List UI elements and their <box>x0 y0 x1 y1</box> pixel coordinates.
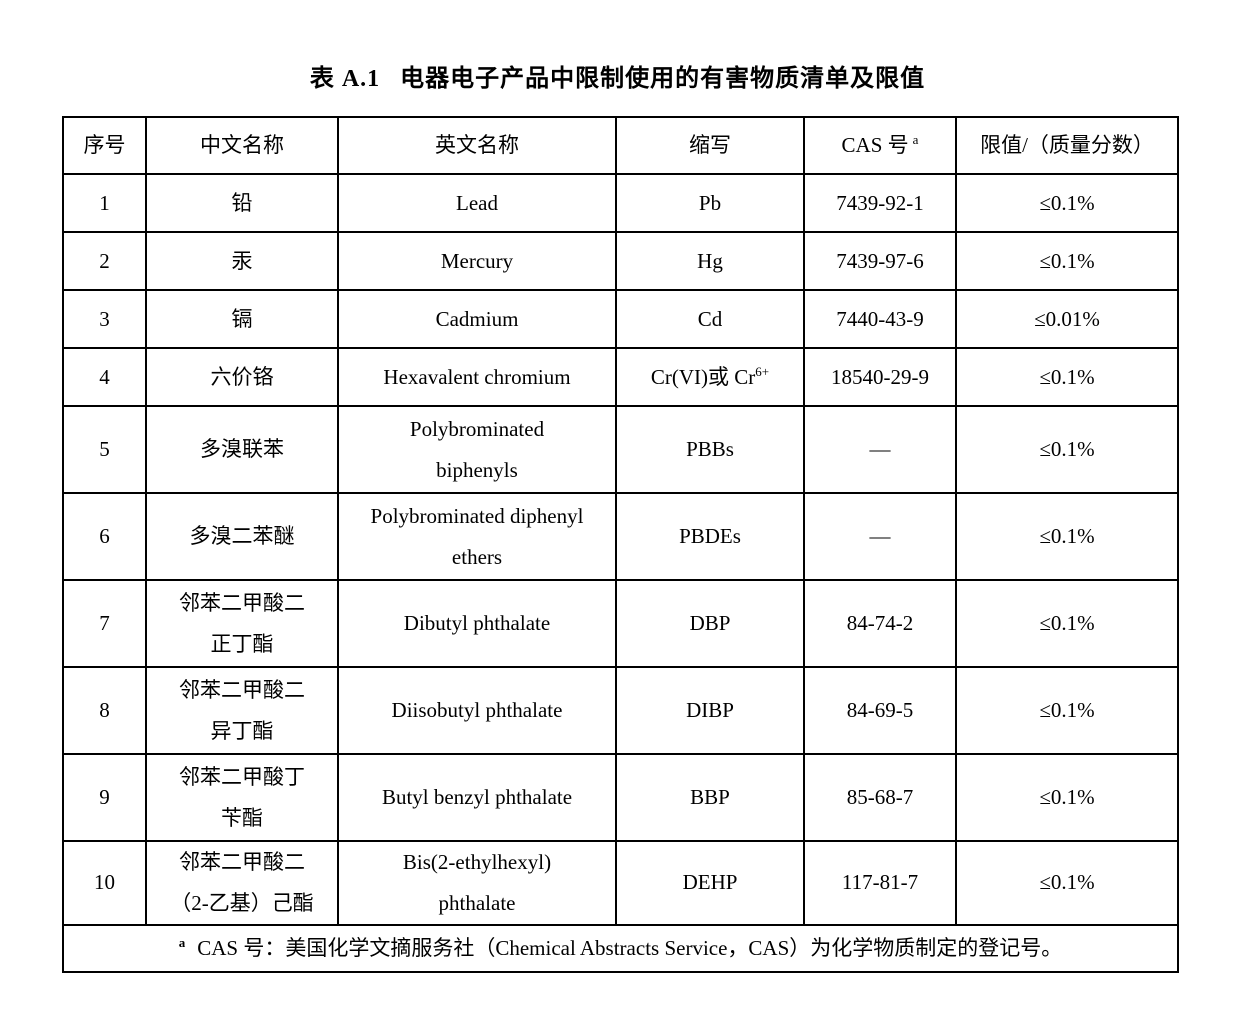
cell-abbreviation: DIBP <box>615 666 805 755</box>
cell-chinese-name: 镉 <box>145 289 339 349</box>
cell-chinese-name: 邻苯二甲酸二 正丁酯 <box>145 579 339 668</box>
cell-chinese-name: 多溴二苯醚 <box>145 492 339 581</box>
cell-chinese-name: 邻苯二甲酸二 （2-乙基）己酯 <box>145 840 339 926</box>
cas-header-footnote-marker: a <box>912 132 919 148</box>
cell-limit: ≤0.1% <box>955 753 1179 842</box>
cell-limit: ≤0.1% <box>955 231 1179 291</box>
cell-cas-number: 7439-92-1 <box>803 173 957 233</box>
table-title: 表 A.1 电器电子产品中限制使用的有害物质清单及限值 <box>0 58 1235 93</box>
cell-limit: ≤0.1% <box>955 492 1179 581</box>
cell-english-name: Diisobutyl phthalate <box>337 666 617 755</box>
abbreviation-text: Cr(VI)或 Cr <box>650 364 756 389</box>
cell-limit: ≤0.1% <box>955 405 1179 494</box>
col-header-english-name: 英文名称 <box>337 116 617 175</box>
abbreviation-text: PBDEs <box>679 524 741 549</box>
cell-cas-number: 7439-97-6 <box>803 231 957 291</box>
table-row: 4 六价铬 Hexavalent chromium Cr(VI)或 Cr6+ 1… <box>62 347 1179 407</box>
cell-no: 8 <box>62 666 147 755</box>
cell-limit: ≤0.1% <box>955 840 1179 926</box>
table-row: 5 多溴联苯 Polybrominated biphenyls PBBs — ≤… <box>62 405 1179 494</box>
cell-limit: ≤0.1% <box>955 173 1179 233</box>
col-header-chinese-name: 中文名称 <box>145 116 339 175</box>
abbreviation-text: BBP <box>690 785 730 810</box>
cell-limit: ≤0.1% <box>955 666 1179 755</box>
abbreviation-superscript: 6+ <box>755 363 770 379</box>
cell-abbreviation: PBDEs <box>615 492 805 581</box>
cell-abbreviation: DEHP <box>615 840 805 926</box>
cell-chinese-name: 汞 <box>145 231 339 291</box>
footnote-row: a CAS 号：美国化学文摘服务社（Chemical Abstracts Serv… <box>62 923 1179 973</box>
cell-chinese-name: 邻苯二甲酸丁 苄酯 <box>145 753 339 842</box>
cell-english-name: Butyl benzyl phthalate <box>337 753 617 842</box>
table-title-label: 表 A.1 <box>309 66 381 92</box>
cell-cas-number: 84-69-5 <box>803 666 957 755</box>
cell-english-name: Hexavalent chromium <box>337 347 617 407</box>
cell-chinese-name: 邻苯二甲酸二 异丁酯 <box>145 666 339 755</box>
table-row: 7 邻苯二甲酸二 正丁酯 Dibutyl phthalate DBP 84-74… <box>62 579 1179 668</box>
cell-english-name: Polybrominated diphenyl ethers <box>337 492 617 581</box>
cell-abbreviation: PBBs <box>615 405 805 494</box>
cell-cas-number: 85-68-7 <box>803 753 957 842</box>
cell-abbreviation: BBP <box>615 753 805 842</box>
table-row: 10 邻苯二甲酸二 （2-乙基）己酯 Bis(2-ethylhexyl) pht… <box>62 840 1179 926</box>
table-title-text: 电器电子产品中限制使用的有害物质清单及限值 <box>400 66 926 92</box>
table-row: 8 邻苯二甲酸二 异丁酯 Diisobutyl phthalate DIBP 8… <box>62 666 1179 755</box>
cell-chinese-name: 多溴联苯 <box>145 405 339 494</box>
cell-cas-number: 18540-29-9 <box>803 347 957 407</box>
abbreviation-text: Cd <box>697 306 723 331</box>
cell-no: 5 <box>62 405 147 494</box>
cell-no: 3 <box>62 289 147 349</box>
abbreviation-text: DBP <box>689 611 731 636</box>
cell-english-name: Cadmium <box>337 289 617 349</box>
cell-cas-number: 117-81-7 <box>803 840 957 926</box>
cell-english-name: Bis(2-ethylhexyl) phthalate <box>337 840 617 926</box>
cell-english-name: Polybrominated biphenyls <box>337 405 617 494</box>
cell-cas-number: — <box>803 405 957 494</box>
footnote: a CAS 号：美国化学文摘服务社（Chemical Abstracts Serv… <box>62 923 1179 973</box>
cell-chinese-name: 铅 <box>145 173 339 233</box>
cell-english-name: Dibutyl phthalate <box>337 579 617 668</box>
cell-cas-number: — <box>803 492 957 581</box>
col-header-limit: 限值/（质量分数） <box>955 116 1179 175</box>
abbreviation-text: Hg <box>697 248 723 273</box>
table-row: 9 邻苯二甲酸丁 苄酯 Butyl benzyl phthalate BBP 8… <box>62 753 1179 842</box>
cell-abbreviation: DBP <box>615 579 805 668</box>
cell-no: 9 <box>62 753 147 842</box>
cell-cas-number: 7440-43-9 <box>803 289 957 349</box>
abbreviation-text: PBBs <box>686 437 734 462</box>
cell-no: 10 <box>62 840 147 926</box>
cas-header-text: CAS 号 <box>841 133 909 158</box>
col-header-abbreviation: 缩写 <box>615 116 805 175</box>
cell-chinese-name: 六价铬 <box>145 347 339 407</box>
table-row: 2 汞 Mercury Hg 7439-97-6 ≤0.1% <box>62 231 1179 291</box>
cell-abbreviation: Pb <box>615 173 805 233</box>
abbreviation-text: DIBP <box>686 698 734 723</box>
abbreviation-text: DEHP <box>682 870 738 895</box>
footnote-marker: a <box>178 934 186 950</box>
table-row: 3 镉 Cadmium Cd 7440-43-9 ≤0.01% <box>62 289 1179 349</box>
footnote-text: CAS 号：美国化学文摘服务社（Chemical Abstracts Servi… <box>197 935 1063 960</box>
cell-cas-number: 84-74-2 <box>803 579 957 668</box>
cell-abbreviation: Hg <box>615 231 805 291</box>
cell-limit: ≤0.1% <box>955 579 1179 668</box>
col-header-no: 序号 <box>62 116 147 175</box>
cell-english-name: Mercury <box>337 231 617 291</box>
abbreviation-text: Pb <box>698 190 722 215</box>
cell-limit: ≤0.01% <box>955 289 1179 349</box>
cell-no: 1 <box>62 173 147 233</box>
table-row: 6 多溴二苯醚 Polybrominated diphenyl ethers P… <box>62 492 1179 581</box>
cell-abbreviation: Cd <box>615 289 805 349</box>
cell-limit: ≤0.1% <box>955 347 1179 407</box>
cell-no: 2 <box>62 231 147 291</box>
cell-english-name: Lead <box>337 173 617 233</box>
table-row: 1 铅 Lead Pb 7439-92-1 ≤0.1% <box>62 173 1179 233</box>
cell-no: 4 <box>62 347 147 407</box>
cell-no: 7 <box>62 579 147 668</box>
cell-no: 6 <box>62 492 147 581</box>
cell-abbreviation: Cr(VI)或 Cr6+ <box>615 347 805 407</box>
